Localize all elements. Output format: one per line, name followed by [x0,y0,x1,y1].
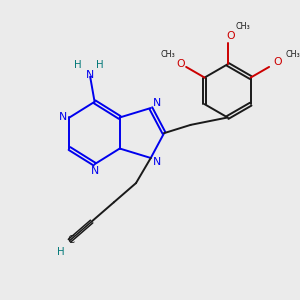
Text: N: N [153,158,161,167]
Text: N: N [91,166,99,176]
Text: N: N [85,70,94,80]
Text: N: N [59,112,67,122]
Text: H: H [74,61,82,70]
Text: H: H [96,61,104,70]
Text: O: O [227,32,236,41]
Text: C: C [67,235,74,244]
Text: N: N [153,98,161,108]
Text: CH₃: CH₃ [285,50,300,59]
Text: O: O [176,59,185,69]
Text: H: H [57,247,64,257]
Text: O: O [273,57,282,67]
Text: CH₃: CH₃ [160,50,175,59]
Text: CH₃: CH₃ [236,22,250,31]
